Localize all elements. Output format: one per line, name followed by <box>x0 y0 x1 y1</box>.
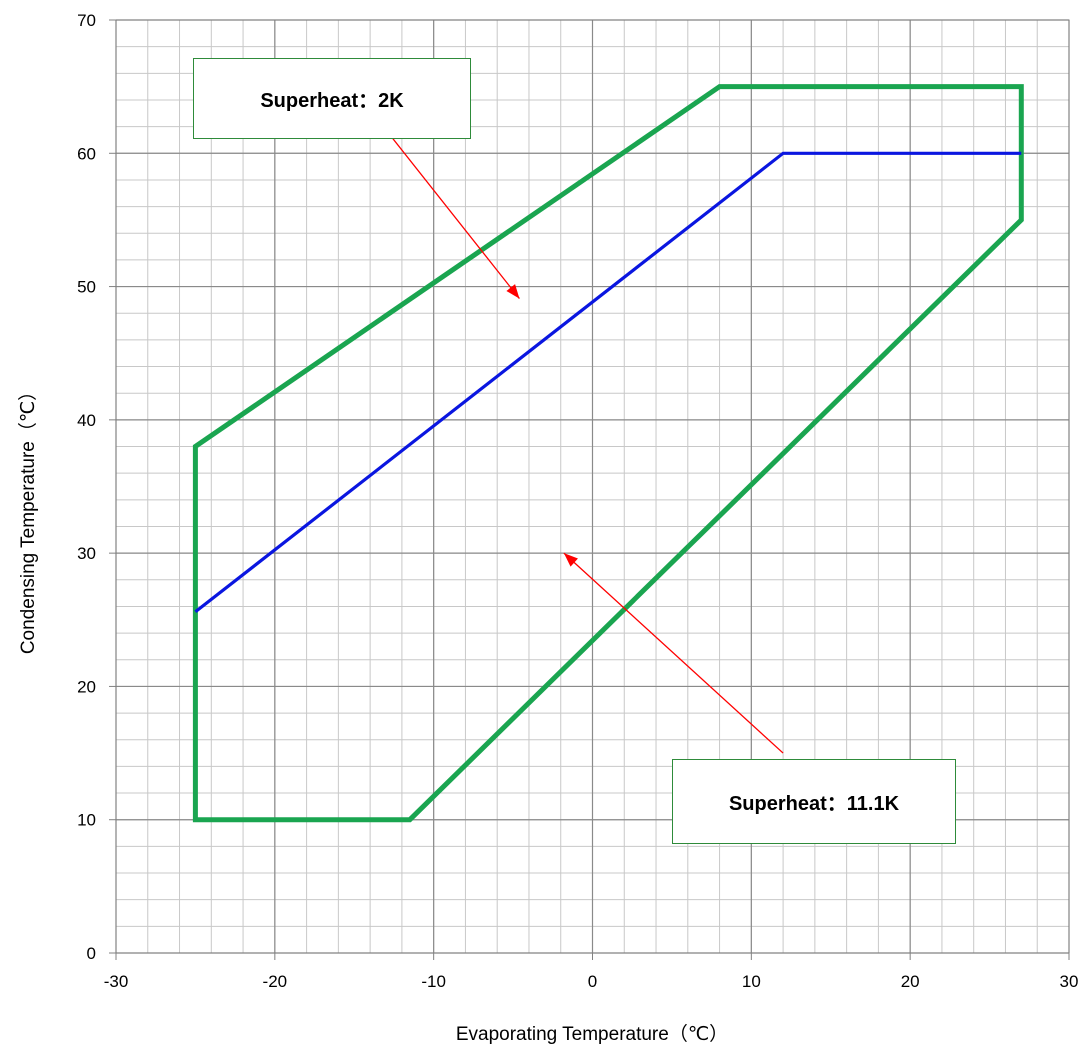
x-tick-label: 20 <box>901 972 920 991</box>
x-tick-label: 30 <box>1060 972 1079 991</box>
y-tick-label: 60 <box>77 144 96 163</box>
x-tick-label: 10 <box>742 972 761 991</box>
x-tick-label: -20 <box>263 972 288 991</box>
x-tick-label: 0 <box>588 972 597 991</box>
x-tick-label: -10 <box>421 972 446 991</box>
y-tick-label: 10 <box>77 811 96 830</box>
y-tick-label: 20 <box>77 677 96 696</box>
callout-superheat-2k: Superheat：2K <box>193 58 471 139</box>
y-tick-label: 30 <box>77 544 96 563</box>
y-tick-label: 50 <box>77 278 96 297</box>
y-tick-label: 40 <box>77 411 96 430</box>
y-tick-label: 0 <box>87 944 96 963</box>
y-tick-label: 70 <box>77 11 96 30</box>
x-axis-title: Evaporating Temperature（℃） <box>456 1023 728 1045</box>
callout-superheat-11k: Superheat：11.1K <box>672 759 956 844</box>
x-tick-label: -30 <box>104 972 129 991</box>
y-axis-title: Condensing Temperature（℃） <box>17 382 39 654</box>
